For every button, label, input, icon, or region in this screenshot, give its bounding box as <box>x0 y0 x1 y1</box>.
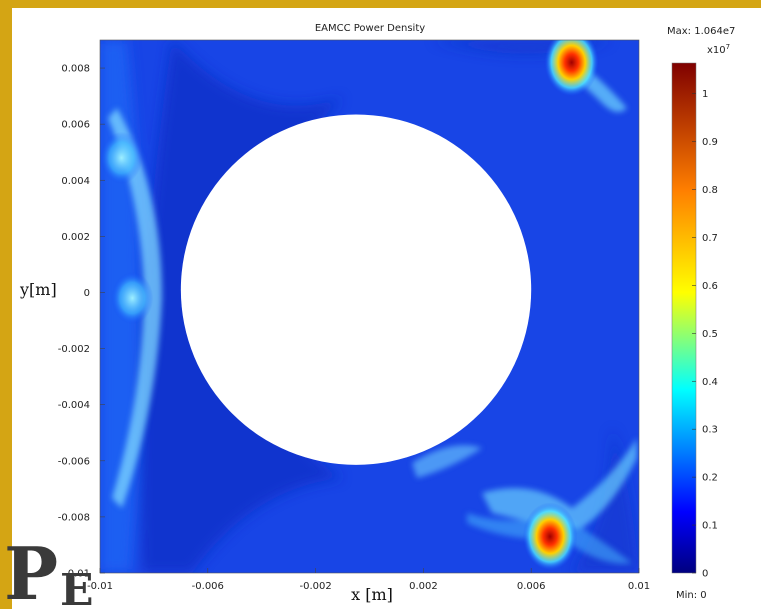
colorbar-tick-label: 0.9 <box>702 137 718 148</box>
hotspot <box>544 28 598 96</box>
colorbar-tick-label: 1 <box>702 89 708 100</box>
x-tick-label: 0.002 <box>409 581 438 592</box>
y-tick-label: -0.002 <box>58 344 90 355</box>
colorbar-tick-label: 0.6 <box>702 281 718 292</box>
x-tick-label: 0.01 <box>628 581 650 592</box>
x-tick-label: -0.002 <box>299 581 331 592</box>
x-tick-label: 0.006 <box>517 581 546 592</box>
hotspot <box>523 503 577 571</box>
corner-logo: P E <box>0 519 130 609</box>
y-tick-label: 0.004 <box>61 176 90 187</box>
corner-logo-sub: E <box>60 565 94 609</box>
chart-title: EAMCC Power Density <box>315 23 425 34</box>
y-axis-ticks: 0.0080.0060.0040.0020-0.002-0.004-0.006-… <box>58 64 105 580</box>
colorbar-exponent: x107 <box>707 43 730 56</box>
conductor-hole <box>181 114 531 464</box>
hotspot <box>112 272 154 324</box>
colorbar-tick-label: 0.5 <box>702 329 718 340</box>
y-tick-label: 0.008 <box>61 64 90 75</box>
y-tick-label: 0.002 <box>61 232 90 243</box>
colorbar-tick-label: 0.1 <box>702 521 718 532</box>
corner-logo-main: P <box>4 531 58 609</box>
hotspot <box>101 132 143 184</box>
colorbar-tick-label: 0.2 <box>702 473 718 484</box>
x-tick-label: -0.006 <box>192 581 224 592</box>
colorbar-tick-label: 0.4 <box>702 377 718 388</box>
x-axis-label: x [m] <box>351 585 393 604</box>
y-tick-label: 0 <box>84 288 90 299</box>
y-tick-label: -0.004 <box>58 400 90 411</box>
y-tick-label: 0.006 <box>61 120 90 131</box>
colorbar-min-label: Min: 0 <box>676 590 707 601</box>
y-axis-label: y[m] <box>19 280 57 299</box>
colorbar <box>672 63 696 573</box>
plot-area <box>100 28 639 573</box>
colorbar-tick-label: 0.7 <box>702 233 718 244</box>
colorbar-max-label: Max: 1.064e7 <box>667 26 735 37</box>
colorbar-tick-label: 0.3 <box>702 425 718 436</box>
colorbar-tick-label: 0.8 <box>702 185 718 196</box>
y-tick-label: -0.006 <box>58 456 90 467</box>
colorbar-tick-label: 0 <box>702 569 708 580</box>
